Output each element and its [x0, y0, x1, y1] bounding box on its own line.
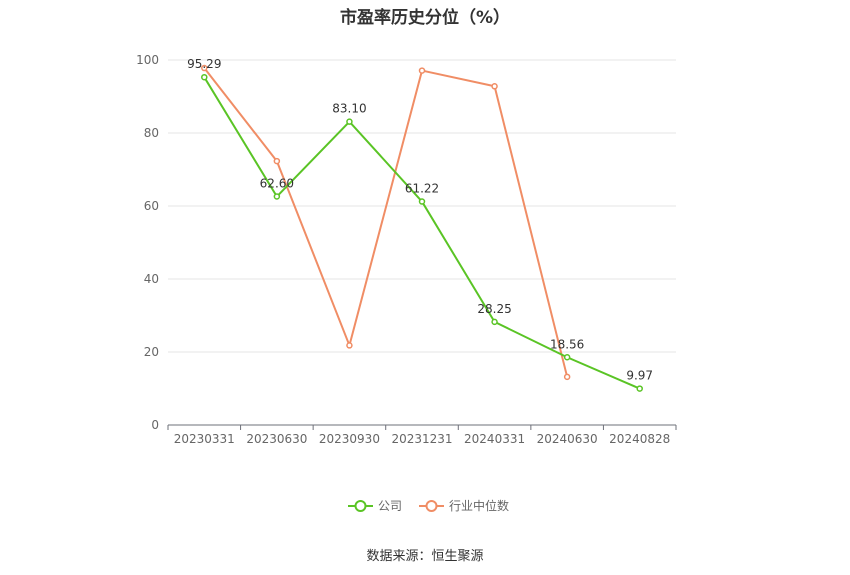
x-tick-label: 20230930 — [319, 432, 380, 446]
x-tick-label: 20230630 — [246, 432, 307, 446]
data-source: 数据来源：恒生聚源 — [366, 549, 484, 564]
x-tick-label: 20240828 — [609, 432, 670, 446]
x-tick-label: 20240630 — [537, 432, 598, 446]
data-point-industry-median — [346, 342, 353, 349]
data-label: 95.29 — [187, 57, 221, 71]
data-point-industry-median — [418, 67, 426, 74]
data-label: 28.25 — [477, 302, 511, 316]
data-point-industry-median — [563, 373, 571, 381]
data-point-company — [563, 354, 571, 361]
legend-label: 行业中位数 — [449, 498, 509, 513]
data-point-company — [636, 385, 643, 392]
y-tick-label: 100 — [136, 53, 159, 67]
data-label: 83.10 — [332, 102, 366, 116]
data-point-industry-median — [491, 83, 498, 90]
y-tick-label: 60 — [144, 199, 159, 213]
legend-label: 公司 — [378, 499, 402, 513]
data-label: 62.60 — [260, 177, 294, 191]
chart-title: 市盈率历史分位（%） — [339, 8, 511, 28]
x-tick-label: 20230331 — [174, 432, 235, 446]
y-tick-label: 0 — [151, 418, 159, 432]
x-tick-label: 20231231 — [391, 432, 452, 446]
data-label: 61.22 — [405, 182, 439, 196]
data-point-company — [346, 118, 353, 125]
data-point-industry-median — [273, 157, 281, 165]
legend-swatch-marker — [354, 500, 367, 512]
data-point-company — [418, 198, 426, 205]
y-tick-label: 80 — [144, 126, 159, 140]
y-tick-label: 40 — [144, 272, 159, 286]
data-point-company — [201, 73, 208, 81]
legend-swatch-marker — [425, 500, 438, 512]
data-point-company — [273, 193, 281, 200]
data-point-industry-median — [201, 64, 208, 72]
series-line-industry-median — [203, 67, 569, 378]
data-label: 9.97 — [626, 369, 653, 383]
x-tick-label: 20240331 — [464, 432, 525, 446]
y-tick-label: 20 — [144, 345, 159, 359]
data-point-company — [491, 318, 498, 326]
data-label: 18.56 — [550, 337, 584, 351]
